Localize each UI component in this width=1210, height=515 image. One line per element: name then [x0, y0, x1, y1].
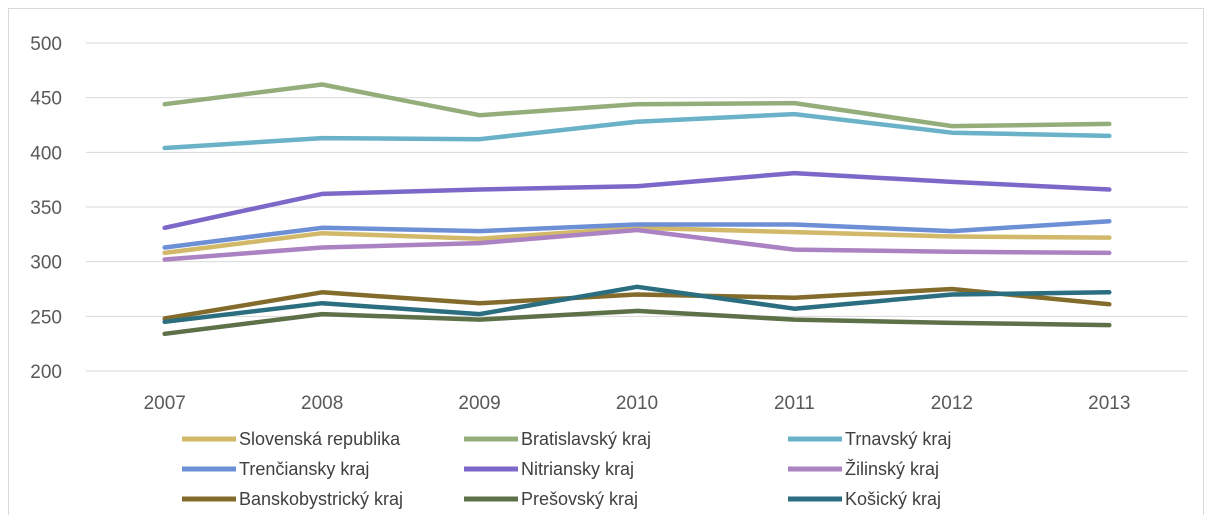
y-tick-label: 300: [30, 253, 62, 274]
legend-label: Banskobystrický kraj: [239, 489, 403, 509]
x-tick-label: 2011: [774, 393, 815, 414]
x-tick-label: 2013: [1088, 393, 1130, 414]
legend-label: Žilinský kraj: [845, 459, 939, 479]
legend-label: Bratislavský kraj: [521, 429, 651, 449]
legend-label: Košický kraj: [845, 489, 941, 509]
x-tick-label: 2012: [931, 393, 973, 414]
legend-label: Slovenská republika: [239, 429, 401, 449]
y-tick-label: 400: [30, 143, 62, 164]
x-tick-label: 2010: [616, 393, 658, 414]
series-line-7: [162, 308, 1112, 337]
y-tick-label: 500: [30, 34, 62, 55]
legend-label: Prešovský kraj: [521, 489, 638, 509]
series-line-1: [162, 82, 1112, 129]
axes: 200 250 300 350 400 450 500 2007 2008 2009 2010 201…: [30, 34, 1130, 414]
series-line-8: [162, 284, 1112, 325]
series-line-3: [162, 218, 1112, 250]
series-line-5: [162, 227, 1112, 262]
y-tick-label: 200: [30, 362, 62, 383]
y-tick-label: 450: [30, 89, 62, 110]
y-tick-label: 250: [30, 307, 62, 328]
x-tick-label: 2009: [458, 393, 500, 414]
y-tick-label: 350: [30, 198, 62, 219]
series-line-4: [162, 170, 1112, 231]
gridlines: [86, 42, 1188, 372]
legend-label: Nitriansky kraj: [521, 459, 634, 479]
legend: Slovenská republika Bratislavský kraj Trna…: [182, 429, 951, 509]
x-tick-label: 2007: [144, 393, 186, 414]
series-lines: [162, 82, 1112, 337]
x-tick-label: 2008: [301, 393, 343, 414]
series-line-6: [162, 286, 1112, 321]
legend-label: Trenčiansky kraj: [239, 459, 369, 479]
series-line-2: [162, 111, 1112, 151]
legend-label: Trnavský kraj: [845, 429, 951, 449]
